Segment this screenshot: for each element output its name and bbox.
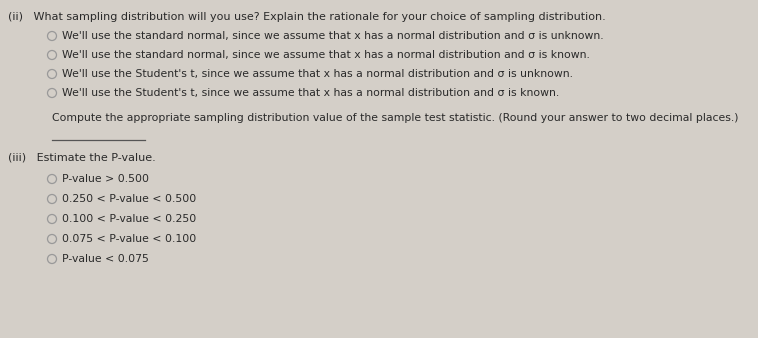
Text: 0.250 < P-value < 0.500: 0.250 < P-value < 0.500 [62, 194, 196, 204]
Text: 0.075 < P-value < 0.100: 0.075 < P-value < 0.100 [62, 234, 196, 244]
Text: P-value > 0.500: P-value > 0.500 [62, 174, 149, 184]
Text: 0.100 < P-value < 0.250: 0.100 < P-value < 0.250 [62, 214, 196, 224]
Text: (iii)   Estimate the P-value.: (iii) Estimate the P-value. [8, 153, 155, 163]
Text: P-value < 0.075: P-value < 0.075 [62, 254, 149, 264]
Text: We'll use the standard normal, since we assume that x has a normal distribution : We'll use the standard normal, since we … [62, 31, 603, 41]
Text: We'll use the Student's t, since we assume that x has a normal distribution and : We'll use the Student's t, since we assu… [62, 69, 573, 79]
Text: Compute the appropriate sampling distribution value of the sample test statistic: Compute the appropriate sampling distrib… [52, 113, 738, 123]
Text: We'll use the Student's t, since we assume that x has a normal distribution and : We'll use the Student's t, since we assu… [62, 88, 559, 98]
Text: (ii)   What sampling distribution will you use? Explain the rationale for your c: (ii) What sampling distribution will you… [8, 12, 606, 22]
Text: We'll use the standard normal, since we assume that x has a normal distribution : We'll use the standard normal, since we … [62, 50, 590, 60]
